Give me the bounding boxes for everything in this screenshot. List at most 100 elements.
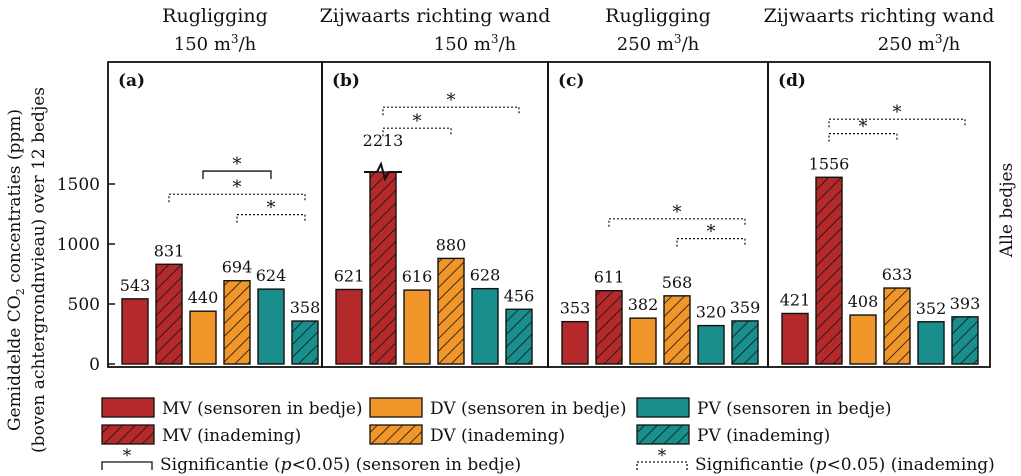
significance-bracket-dotted [382, 127, 452, 137]
bar-hatch [952, 316, 978, 364]
y-tick-label: 1000 [57, 235, 100, 255]
significance-star: * [233, 177, 242, 198]
panel-d: Zijwaarts richting wand 250 m3/h (d) 421 155… [764, 5, 995, 368]
legend-swatch [636, 397, 690, 418]
significance-star: * [267, 198, 276, 219]
bar-value-label: 616 [402, 267, 433, 286]
significance-bracket-dotted [168, 193, 306, 203]
bar-value-label: 353 [560, 299, 591, 318]
legend-bracket [636, 461, 688, 470]
legend-label: DV (sensoren in bedje) [430, 399, 626, 419]
bar-value-label: 543 [120, 276, 151, 295]
bar-value-label: 831 [154, 241, 185, 260]
panel-id: (b) [332, 71, 360, 91]
bar-value-label: 352 [916, 299, 947, 318]
bar-hatch [596, 290, 622, 364]
bar-hatch [292, 321, 318, 364]
bar-dv-sensoren [189, 310, 217, 365]
significance-bracket-dotted [236, 214, 306, 223]
y-tick-label: 1500 [57, 175, 100, 195]
significance-star: * [233, 154, 242, 175]
bar-mv-sensoren [561, 320, 589, 365]
significance-star: * [413, 111, 422, 132]
legend-swatch [369, 397, 423, 418]
legend-label: MV (sensoren in bedje) [162, 399, 363, 419]
bar-value-label: 2213 [363, 131, 404, 150]
bar-dv-sensoren [629, 317, 657, 365]
bar-value-label: 624 [256, 266, 287, 285]
bar-value-label: 456 [504, 286, 535, 305]
bar-dv-sensoren [403, 289, 431, 365]
bar-value-label: 358 [290, 298, 321, 317]
legend-swatch-hatch [370, 425, 422, 444]
legend-item: MV (inademing) [101, 424, 301, 446]
bar-mv-sensoren [335, 288, 363, 365]
bar-value-label: 1556 [809, 154, 850, 173]
significance-bracket-dotted [676, 238, 746, 247]
y-tick-label: 0 [89, 355, 100, 375]
bar-value-label: 568 [662, 273, 693, 292]
significance-star: * [893, 102, 902, 123]
panel-title: Rugligging [605, 5, 711, 27]
bar-hatch [664, 295, 690, 364]
bar-value-label: 393 [950, 294, 981, 313]
bar-mv-sensoren [121, 298, 149, 365]
bar-value-label: 633 [882, 265, 913, 284]
bar-pv-sensoren [917, 321, 945, 365]
panel-title: Zijwaarts richting wand [764, 5, 995, 27]
significance-bracket-dotted [382, 106, 520, 116]
bar-pv-sensoren [697, 324, 725, 365]
bar-mv-sensoren [781, 312, 809, 365]
significance-bracket-dotted [828, 133, 898, 142]
significance-bracket-dotted [828, 118, 966, 128]
bar-hatch [506, 309, 532, 364]
bar-value-label: 694 [222, 258, 253, 277]
panel-id: (d) [778, 71, 806, 91]
bar-value-label: 880 [436, 235, 467, 254]
legend-item: PV (sensoren in bedje) [636, 397, 892, 419]
panel-subtitle: 250 m3/h [878, 32, 961, 55]
panel-title: Zijwaarts richting wand [320, 5, 551, 27]
legend-item: DV (inademing) [369, 424, 565, 446]
bar-dv-sensoren [849, 314, 877, 365]
bar-value-label: 421 [780, 290, 811, 309]
panel-b: Zijwaarts richting wand 150 m3/h (b) 621 221… [320, 5, 551, 368]
legend-bracket [101, 461, 153, 470]
bar-pv-sensoren [257, 288, 285, 365]
bar-hatch [370, 172, 396, 364]
bar-value-label: 611 [594, 268, 625, 287]
y-tick-label: 500 [68, 295, 100, 315]
legend-significance-label: Significantie (p<0.05) (inademing) [695, 455, 995, 475]
bar-value-label: 320 [696, 303, 727, 322]
bar-value-label: 440 [188, 288, 219, 307]
bar-value-label: 359 [730, 298, 761, 317]
y-axis-label-line2: (boven achtergrondnvieau) over 12 bedjes [29, 87, 49, 453]
legend-star: * [658, 446, 667, 466]
panel-subtitle: 150 m3/h [174, 32, 257, 55]
legend-label: PV (inademing) [697, 426, 830, 446]
panel-title: Rugligging [162, 5, 268, 27]
legend-swatch-hatch [637, 425, 689, 444]
legend-label: MV (inademing) [162, 426, 301, 446]
significance-star: * [447, 90, 456, 111]
significance-bracket-dotted [608, 218, 746, 227]
bar-hatch [732, 320, 758, 364]
legend-item: PV (inademing) [636, 424, 830, 446]
legend-item: MV (sensoren in bedje) [101, 397, 363, 419]
legend-item: DV (sensoren in bedje) [369, 397, 626, 419]
bar-value-label: 621 [334, 266, 365, 285]
bar-hatch [224, 280, 250, 364]
legend-significance-dotted: * Significantie (p<0.05) (inademing) [636, 446, 995, 475]
significance-star: * [673, 202, 682, 223]
significance-star: * [707, 222, 716, 243]
right-axis-label: Alle bedjes [997, 163, 1017, 259]
bar-hatch [156, 264, 182, 364]
significance-bracket-solid [202, 170, 272, 180]
panel-subtitle: 150 m3/h [434, 32, 517, 55]
bar-value-label: 382 [628, 295, 659, 314]
panel-subtitle: 250 m3/h [617, 32, 700, 55]
bar-pv-sensoren [471, 287, 499, 365]
